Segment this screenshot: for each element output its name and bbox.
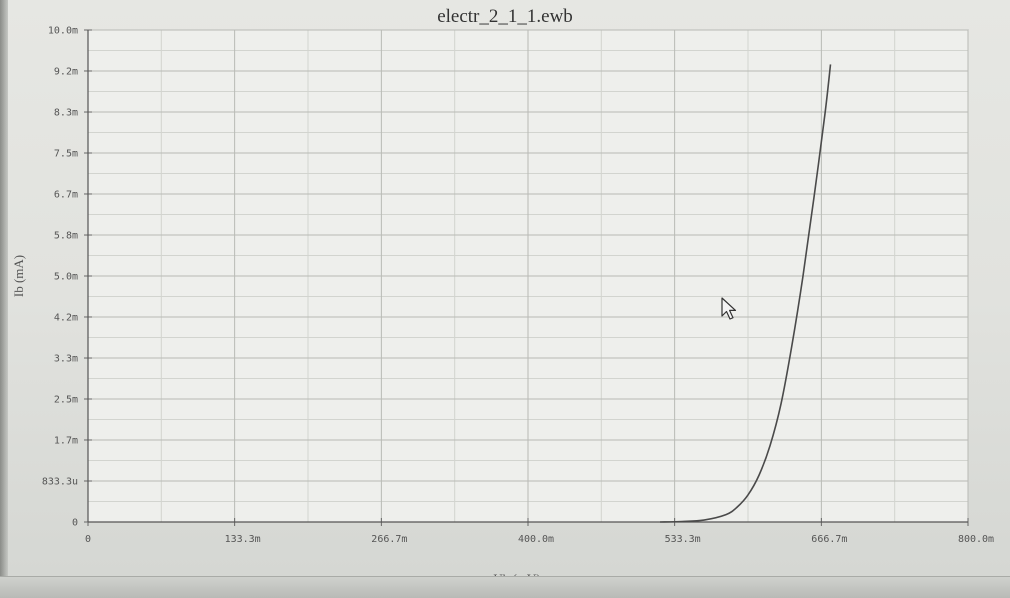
y-tick-label: 7.5m <box>54 149 78 160</box>
x-tick-label: 0 <box>85 534 91 545</box>
y-axis-label: Ib (mA) <box>11 255 26 297</box>
y-tick-label: 833.3u <box>42 477 78 488</box>
y-tick-labels: 0 833.3u 1.7m 2.5m 3.3m 4.2m 5.0m 5.8m 6.7m 7.5m 8… <box>42 26 78 529</box>
y-tick-label: 9.2m <box>54 66 78 77</box>
x-tick-label: 400.0m <box>518 534 554 545</box>
series-group <box>659 64 832 523</box>
x-tick-label: 133.3m <box>225 534 261 545</box>
y-tick-label: 10.0m <box>48 26 78 37</box>
y-tick-label: 6.7m <box>54 189 78 200</box>
window-left-edge <box>0 0 8 597</box>
mouse-pointer-icon <box>721 297 737 320</box>
y-tick-label: 3.3m <box>54 354 78 365</box>
y-tick-label: 5.8m <box>54 231 78 242</box>
y-tick-label: 0 <box>72 518 78 529</box>
y-tick-label: 4.2m <box>54 312 78 323</box>
x-tick-label: 533.3m <box>665 534 701 545</box>
window-bottom-bar <box>0 576 1010 598</box>
x-tick-label: 266.7m <box>371 534 407 545</box>
y-tick-label: 5.0m <box>54 272 78 283</box>
x-tick-label: 666.7m <box>811 534 847 545</box>
y-tick-label: 8.3m <box>54 108 78 119</box>
axes <box>84 29 969 526</box>
series-line <box>659 64 832 523</box>
y-tick-label: 1.7m <box>54 435 78 446</box>
chart-title: electr_2_1_1.ewb <box>437 6 573 27</box>
x-tick-label: 800.0m <box>958 534 994 545</box>
y-tick-label: 2.5m <box>54 395 78 406</box>
x-tick-labels: 0 133.3m 266.7m 400.0m 533.3m 666.7m 800.0m <box>85 534 994 545</box>
